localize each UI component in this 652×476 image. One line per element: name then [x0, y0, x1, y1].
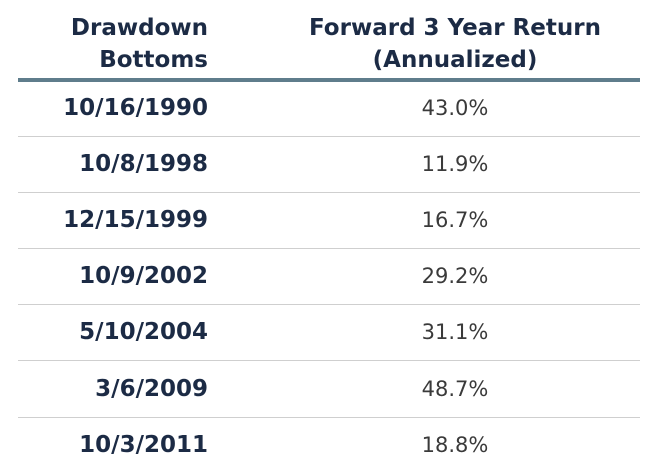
return-cell: 18.8% — [421, 432, 489, 457]
date-cell: 10/9/2002 — [79, 263, 208, 290]
return-cell: 43.0% — [421, 96, 489, 120]
row-divider — [18, 248, 640, 249]
header-rule — [18, 78, 640, 82]
row-divider — [18, 360, 640, 361]
row-divider — [18, 192, 640, 193]
return-cell: 31.1% — [421, 320, 489, 345]
row-divider — [18, 417, 640, 418]
date-cell: 10/16/1990 — [63, 95, 208, 121]
return-cell: 29.2% — [421, 264, 489, 289]
row-divider — [18, 304, 640, 305]
date-cell: 5/10/2004 — [79, 319, 208, 346]
header-text: Drawdown — [70, 15, 208, 41]
header-text: (Annualized) — [372, 47, 538, 73]
date-cell: 3/6/2009 — [95, 375, 208, 402]
date-cell: 10/8/1998 — [79, 151, 208, 178]
header-text: Forward 3 Year Return — [309, 15, 601, 41]
return-cell: 48.7% — [421, 376, 489, 401]
header-text: Bottoms — [99, 47, 208, 73]
row-divider — [18, 136, 640, 137]
return-cell: 11.9% — [421, 152, 489, 177]
date-cell: 10/3/2011 — [79, 431, 208, 458]
return-cell: 16.7% — [421, 208, 489, 233]
date-cell: 12/15/1999 — [63, 207, 208, 234]
